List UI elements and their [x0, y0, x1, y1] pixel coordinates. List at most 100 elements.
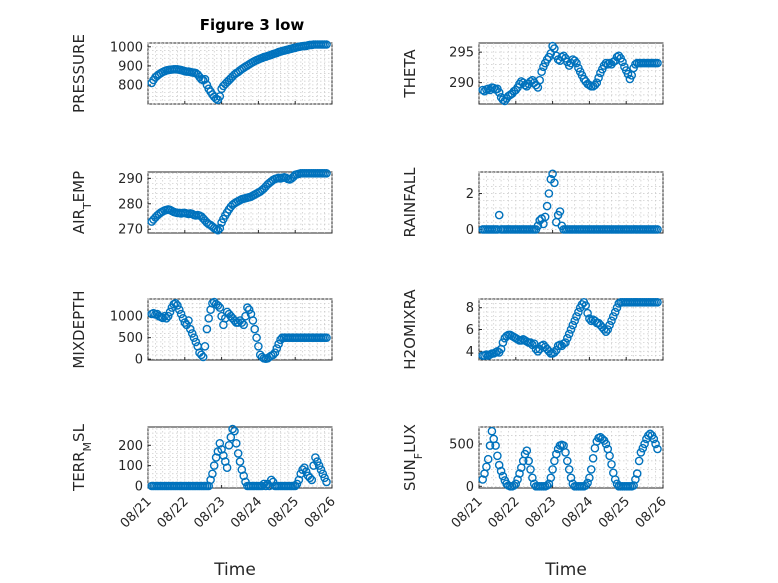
subplot-4: 0 2 RAINFALL	[401, 167, 664, 238]
data-point	[202, 324, 212, 334]
data-point	[270, 348, 280, 358]
data-point	[213, 225, 223, 235]
data-point	[605, 451, 614, 461]
data-point	[592, 78, 602, 87]
data-point	[585, 80, 594, 90]
data-point	[607, 459, 616, 469]
data-point	[312, 457, 322, 466]
data-point	[550, 348, 559, 357]
y-tick-label: 290	[449, 76, 474, 91]
data-point	[300, 463, 309, 473]
series-markers	[478, 169, 662, 234]
data-point	[653, 58, 662, 68]
data-point	[529, 339, 539, 349]
data-point	[215, 303, 225, 312]
y-tick-label: 0	[135, 353, 143, 368]
data-point	[494, 460, 504, 470]
data-point	[316, 465, 326, 475]
data-point	[185, 324, 195, 334]
data-point	[585, 314, 594, 323]
data-point	[272, 344, 282, 353]
data-point	[561, 338, 570, 347]
data-point	[653, 297, 662, 307]
data-point	[498, 471, 508, 481]
data-point	[226, 432, 236, 442]
data-point	[563, 333, 572, 343]
data-point	[230, 426, 239, 436]
data-point	[544, 189, 554, 198]
series-markers	[147, 424, 331, 491]
x-tick-label: 08/21	[118, 494, 155, 531]
y-axis-label: TERRMSL	[70, 423, 94, 492]
y-tick-label: 500	[118, 331, 143, 346]
data-point	[563, 456, 572, 466]
data-point	[191, 337, 201, 347]
data-point	[187, 329, 197, 338]
data-point	[204, 313, 213, 323]
data-point	[588, 453, 598, 463]
data-point	[586, 465, 596, 474]
y-tick-label: 800	[118, 78, 143, 93]
data-point	[209, 461, 219, 470]
data-point	[638, 443, 648, 453]
x-tick-label: 08/26	[302, 494, 339, 531]
figure-title: Figure 3 low	[200, 16, 305, 34]
data-point	[634, 456, 644, 466]
data-point	[609, 312, 618, 321]
series-markers	[147, 40, 331, 105]
subplot-8: 08/21 08/22 08/23 08/24 08/25 08/26 0 500 SUNFLU…	[401, 424, 670, 580]
data-point	[215, 223, 225, 233]
data-point	[259, 479, 269, 489]
data-point	[184, 316, 193, 325]
data-point	[548, 465, 557, 474]
data-point	[544, 479, 554, 489]
data-point	[494, 88, 504, 97]
data-point	[566, 325, 576, 334]
subplot-2: 290 295 THETA	[401, 41, 664, 106]
data-point	[570, 56, 580, 66]
data-point	[165, 307, 175, 317]
axes-box	[478, 42, 664, 105]
data-point	[533, 221, 543, 231]
x-tick-label: 08/24	[559, 494, 596, 531]
data-point	[583, 478, 592, 488]
data-point	[290, 481, 300, 491]
data-point	[228, 424, 237, 434]
y-axis-label: PRESSURE	[70, 34, 88, 113]
data-point	[248, 316, 258, 325]
data-point	[603, 325, 613, 334]
data-point	[537, 67, 546, 76]
y-tick-label: 0	[466, 480, 474, 495]
y-axis-label: RAINFALL	[401, 167, 419, 238]
data-point	[311, 453, 320, 462]
data-point	[301, 467, 311, 477]
x-tick-label: 08/26	[633, 494, 670, 531]
y-tick-label: 295	[449, 46, 474, 61]
data-point	[200, 341, 210, 351]
x-tick-label: 08/23	[522, 494, 559, 531]
data-point	[163, 311, 173, 321]
data-point	[498, 338, 508, 347]
series-markers	[478, 297, 662, 360]
data-point	[614, 51, 624, 61]
data-point	[513, 475, 522, 484]
subplot-7: 08/21 08/22 08/23 08/24 08/25 08/26 0 100 200 TER…	[70, 423, 339, 580]
series-markers	[147, 297, 331, 364]
data-point	[568, 320, 578, 330]
data-point	[235, 457, 245, 466]
data-point	[542, 481, 552, 490]
data-point	[491, 441, 500, 450]
data-point	[483, 454, 493, 464]
data-point	[548, 169, 557, 179]
data-point	[494, 210, 504, 220]
data-point	[189, 333, 199, 343]
data-point	[542, 201, 552, 211]
data-point	[585, 473, 594, 483]
data-point	[629, 481, 638, 490]
data-point	[561, 448, 570, 457]
data-point	[215, 92, 225, 101]
data-point	[594, 73, 603, 83]
data-point	[618, 57, 627, 67]
y-tick-label: 0	[135, 479, 143, 494]
